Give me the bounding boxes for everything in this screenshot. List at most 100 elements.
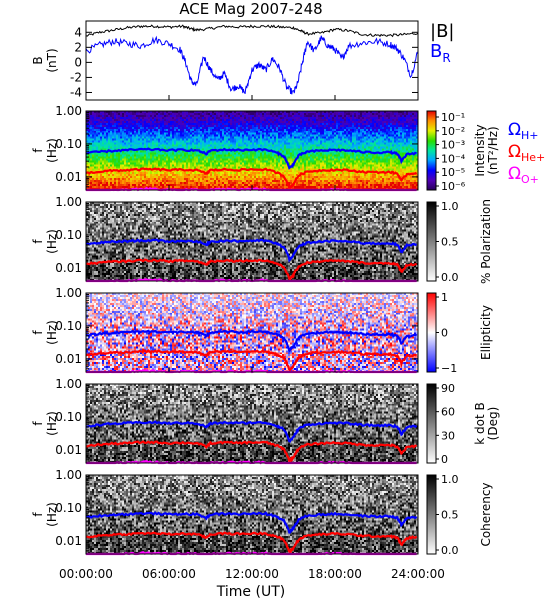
legend-b-r: BR bbox=[430, 41, 451, 65]
b-panel-frame bbox=[85, 20, 419, 101]
gyro-line-omega-h-3 bbox=[85, 329, 418, 354]
colorbar-tick-label-4-2: 30 bbox=[441, 429, 455, 442]
colorbar-4 bbox=[427, 384, 436, 463]
f-ylabel-unit-1: (Hz) bbox=[45, 138, 59, 163]
colorbar-tick-label-4-0: 90 bbox=[441, 382, 455, 395]
colorbar-tick-label-2-2: 0.0 bbox=[441, 271, 459, 284]
colorbar-label-2: % Polarization bbox=[479, 199, 493, 284]
legend-b-r-name: B bbox=[430, 41, 442, 62]
b-ytick-label-0: -4 bbox=[70, 85, 82, 99]
f-ytick-label-3-1: 0.10 bbox=[55, 319, 82, 333]
time-tick-label-4: 24:00:00 bbox=[391, 567, 445, 581]
f-ylabel-name-4: f bbox=[31, 421, 45, 426]
gyro-line-omega-h-4 bbox=[86, 420, 418, 443]
colorbar-tick-label-1-5: 10⁻⁶ bbox=[441, 180, 466, 193]
f-ytick-label-3-0: 1.00 bbox=[55, 286, 82, 300]
gyro-line-omega-he-5 bbox=[85, 531, 418, 555]
b-ytick-label-2: 0 bbox=[74, 55, 82, 69]
colorbar-tick-label-1-2: 10⁻³ bbox=[441, 139, 465, 152]
colorbar-unit-4: (Deg) bbox=[486, 407, 500, 441]
colorbar-tick-label-1-3: 10⁻⁴ bbox=[441, 152, 466, 165]
colorbar-tick-label-1-1: 10⁻² bbox=[441, 125, 465, 138]
f-ylabel-name-5: f bbox=[31, 512, 45, 517]
gyrofrequency-legend: ΩH+ ΩHe+ ΩO+ bbox=[508, 120, 545, 186]
colorbar-label-4: k dot B bbox=[473, 402, 487, 444]
colorbar-tick-label-3-2: −1 bbox=[441, 362, 457, 375]
f-ytick-label-1-2: 0.01 bbox=[55, 170, 82, 184]
f-ylabel-unit-2: (Hz) bbox=[45, 229, 59, 254]
gyro-line-omega-he-2 bbox=[85, 258, 417, 282]
legend-omega-h: ΩH+ bbox=[508, 120, 539, 142]
time-axis: 00:00:00 06:00:00 12:00:00 18:00:00 24:00:00 bbox=[59, 567, 445, 581]
f-ytick-label-2-0: 1.00 bbox=[55, 195, 82, 209]
b-ytick-label-4: 4 bbox=[74, 25, 82, 39]
colorbar-1 bbox=[427, 111, 436, 190]
colorbar-tick-label-2-1: 0.5 bbox=[441, 236, 459, 249]
f-ytick-label-5-1: 0.10 bbox=[55, 501, 82, 515]
colorbar-3 bbox=[427, 293, 436, 372]
series-line-b-r bbox=[85, 35, 419, 95]
intensity-panel: 1.00 0.10 0.01 f (Hz) 10⁻¹10⁻²10⁻³10⁻⁴10⁻⁵10⁻… bbox=[31, 104, 500, 193]
colorbar-unit-1: (nT²/Hz) bbox=[486, 126, 500, 174]
f-ytick-label-5-0: 1.00 bbox=[55, 468, 82, 482]
colorbar-tick-label-4-3: 0 bbox=[441, 453, 448, 466]
coherency-panel: 1.00 0.10 0.01 f (Hz) 1.0 0.5 0.0 Coherency bbox=[31, 468, 493, 557]
legend-omega-o: ΩO+ bbox=[508, 164, 539, 186]
f-ylabel-unit-5: (Hz) bbox=[45, 502, 59, 527]
legend-b-magnitude: |B| bbox=[430, 21, 454, 42]
colorbar-label-3: Ellipticity bbox=[479, 305, 493, 360]
f-ytick-label-4-1: 0.10 bbox=[55, 410, 82, 424]
x-axis-label: Time (UT) bbox=[216, 584, 285, 600]
f-ylabel-unit-4: (Hz) bbox=[45, 411, 59, 436]
gyro-line-omega-h-5 bbox=[85, 511, 418, 534]
colorbar-tick-label-1-0: 10⁻¹ bbox=[441, 111, 465, 124]
colorbar-tick-label-5-0: 1.0 bbox=[441, 473, 459, 486]
b-ylabel-name: B bbox=[31, 56, 45, 64]
f-ytick-label-1-1: 0.10 bbox=[55, 137, 82, 151]
colorbar-5 bbox=[427, 475, 436, 554]
legend-omega-h-sub: H+ bbox=[521, 129, 539, 142]
colorbar-label-5: Coherency bbox=[479, 482, 493, 546]
colorbar-tick-label-4-1: 60 bbox=[441, 406, 455, 419]
polarization-panel: 1.00 0.10 0.01 f (Hz) 1.0 0.5 0.0 % Polarization bbox=[31, 195, 493, 284]
f-ylabel-name-1: f bbox=[31, 148, 45, 153]
gyro-line-omega-he-1 bbox=[85, 167, 418, 190]
ellipticity-panel: 1.00 0.10 0.01 f (Hz) 1 0 −1 Ellipticity bbox=[31, 286, 493, 375]
time-tick-label-0: 00:00:00 bbox=[59, 567, 113, 581]
f-ytick-label-5-2: 0.01 bbox=[55, 534, 82, 548]
legend-b-r-sub: R bbox=[442, 51, 450, 65]
time-tick-label-2: 12:00:00 bbox=[225, 567, 279, 581]
colorbar-tick-label-5-1: 0.5 bbox=[441, 509, 459, 522]
colorbar-frame-1 bbox=[426, 110, 437, 191]
k-dot-b-panel: 1.00 0.10 0.01 f (Hz) 90 60 30 0 k dot B (Deg) bbox=[31, 377, 500, 466]
time-tick-label-3: 18:00:00 bbox=[308, 567, 362, 581]
f-ytick-label-2-1: 0.10 bbox=[55, 228, 82, 242]
f-ytick-label-4-0: 1.00 bbox=[55, 377, 82, 391]
f-ylabel-name-3: f bbox=[31, 330, 45, 335]
colorbar-tick-label-3-1: 0 bbox=[441, 327, 448, 340]
legend-omega-he-symbol: Ω bbox=[508, 142, 521, 162]
b-ytick-label-3: 2 bbox=[74, 40, 82, 54]
gyro-line-omega-he-3 bbox=[85, 349, 418, 373]
b-ylabel-unit: (nT) bbox=[45, 48, 59, 72]
b-ytick-label-1: -2 bbox=[70, 70, 82, 84]
legend-omega-he: ΩHe+ bbox=[508, 142, 545, 164]
gyro-line-omega-he-4 bbox=[85, 440, 417, 464]
figure-title: ACE Mag 2007-248 bbox=[179, 0, 322, 18]
legend-omega-he-sub: He+ bbox=[521, 151, 545, 164]
gyro-line-omega-h-2 bbox=[85, 238, 418, 264]
f-ytick-label-4-2: 0.01 bbox=[55, 443, 82, 457]
colorbar-label-1: Intensity bbox=[473, 124, 487, 176]
colorbar-frame-4 bbox=[426, 383, 437, 464]
colorbar-tick-label-5-2: 0.0 bbox=[441, 544, 459, 557]
f-ytick-label-2-2: 0.01 bbox=[55, 261, 82, 275]
legend-omega-h-symbol: Ω bbox=[508, 120, 521, 140]
colorbar-2 bbox=[427, 202, 436, 281]
f-ytick-label-1-0: 1.00 bbox=[55, 104, 82, 118]
legend-omega-o-sub: O+ bbox=[521, 173, 539, 186]
f-ytick-label-3-2: 0.01 bbox=[55, 352, 82, 366]
colorbar-tick-label-2-0: 1.0 bbox=[441, 200, 459, 213]
colorbar-tick-label-1-4: 10⁻⁵ bbox=[441, 166, 465, 179]
